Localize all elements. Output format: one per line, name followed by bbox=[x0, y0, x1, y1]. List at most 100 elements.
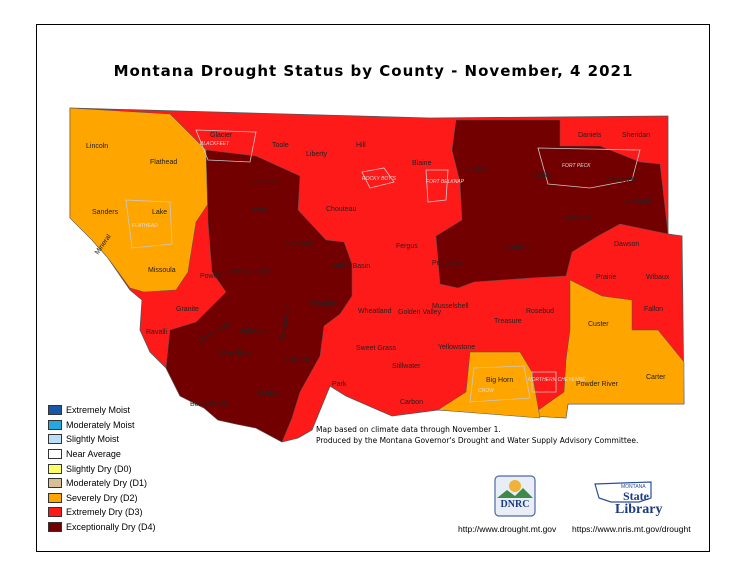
county-label-flathead: Flathead bbox=[150, 159, 177, 166]
legend-item: Moderately Moist bbox=[48, 418, 156, 433]
legend-item: Near Average bbox=[48, 447, 156, 462]
library-logo-top: MONTANA bbox=[621, 484, 646, 490]
county-label-park: Park bbox=[332, 381, 347, 388]
county-label-liberty: Liberty bbox=[306, 151, 328, 158]
d4-region-central bbox=[165, 149, 353, 443]
county-label-powell: Powell bbox=[200, 273, 221, 280]
county-label-big-horn: Big Horn bbox=[486, 377, 513, 384]
legend-swatch bbox=[48, 405, 62, 416]
county-label-wheatland: Wheatland bbox=[358, 308, 392, 315]
legend-label: Slightly Moist bbox=[66, 434, 120, 445]
d2-region-southeast bbox=[529, 279, 685, 419]
county-label-judith-basin: Judith Basin bbox=[332, 263, 370, 270]
legend-swatch bbox=[48, 449, 62, 460]
county-label-garfield: Garfield bbox=[506, 245, 531, 252]
res-label-northern-cheyenne: NORTHERN CHEYENNE bbox=[528, 377, 586, 383]
legend-item: Extremely Dry (D3) bbox=[48, 505, 156, 520]
county-label-hill: Hill bbox=[356, 142, 366, 149]
res-label-rocky-boys: ROCKY BOY'S bbox=[362, 176, 397, 182]
northern-cheyenne-outline bbox=[531, 371, 557, 393]
legend: Extremely Moist Moderately Moist Slightl… bbox=[48, 403, 156, 534]
res-label-blackfeet: BLACKFEET bbox=[200, 141, 230, 147]
legend-swatch bbox=[48, 522, 62, 533]
nris-url[interactable]: https://www.nris.mt.gov/drought bbox=[572, 524, 691, 534]
county-label-carter: Carter bbox=[646, 374, 666, 381]
county-label-richland: Richland bbox=[624, 199, 651, 206]
county-label-lake: Lake bbox=[152, 209, 167, 216]
legend-swatch bbox=[48, 492, 62, 503]
county-label-silver-bow: Silver Bow bbox=[218, 350, 252, 357]
county-label-custer: Custer bbox=[588, 321, 609, 328]
county-label-blaine: Blaine bbox=[412, 160, 432, 167]
res-label-crow: CROW bbox=[478, 388, 495, 394]
county-label-lincoln: Lincoln bbox=[86, 143, 108, 150]
county-label-jefferson: Jefferson bbox=[240, 328, 269, 335]
county-label-ravalli: Ravalli bbox=[146, 329, 167, 336]
county-label-sheridan: Sheridan bbox=[622, 132, 650, 139]
county-label-lewis-clark: Lewis & Clark bbox=[228, 269, 271, 276]
county-label-carbon: Carbon bbox=[400, 399, 423, 406]
legend-swatch bbox=[48, 434, 62, 445]
county-label-sanders: Sanders bbox=[92, 209, 119, 216]
county-label-yellowstone: Yellowstone bbox=[438, 344, 475, 351]
county-label-chouteau: Chouteau bbox=[326, 206, 356, 213]
legend-item: Slightly Dry (D0) bbox=[48, 461, 156, 476]
crow-outline bbox=[469, 365, 531, 403]
note-line-2: Produced by the Montana Governor's Droug… bbox=[316, 436, 639, 445]
legend-item: Moderately Dry (D1) bbox=[48, 476, 156, 491]
map-title: Montana Drought Status by County - Novem… bbox=[113, 62, 634, 80]
county-label-petroleum: Petroleum bbox=[432, 260, 464, 267]
res-label-fort-belknap: FORT BELKNAP bbox=[426, 179, 465, 185]
county-label-treasure: Treasure bbox=[494, 318, 522, 325]
county-label-daniels: Daniels bbox=[578, 132, 602, 139]
d4-region-northeast bbox=[435, 119, 669, 289]
legend-label: Exceptionally Dry (D4) bbox=[66, 522, 156, 533]
legend-label: Near Average bbox=[66, 449, 121, 460]
dnrc-logo: DNRC bbox=[494, 475, 536, 517]
note-line-1: Map based on climate data through Novemb… bbox=[316, 425, 501, 434]
legend-item: Extremely Moist bbox=[48, 403, 156, 418]
d2-region-bighorn bbox=[437, 351, 541, 419]
legend-swatch bbox=[48, 463, 62, 474]
county-label-dawson: Dawson bbox=[614, 241, 639, 248]
county-label-madison: Madison bbox=[258, 390, 285, 397]
county-label-beaverhead: Beaverhead bbox=[190, 401, 228, 408]
county-label-granite: Granite bbox=[176, 306, 199, 313]
fort-peck-outline bbox=[537, 147, 641, 189]
dnrc-url[interactable]: http://www.drought.mt.gov bbox=[458, 524, 557, 534]
county-label-fergus: Fergus bbox=[396, 243, 418, 250]
legend-swatch bbox=[48, 419, 62, 430]
legend-item: Exceptionally Dry (D4) bbox=[48, 520, 156, 535]
library-logo-library: Library bbox=[615, 502, 662, 517]
county-label-pondera: Pondera bbox=[252, 179, 279, 186]
county-label-glacier: Glacier bbox=[210, 132, 233, 139]
county-label-prairie: Prairie bbox=[596, 274, 616, 281]
county-label-toole: Toole bbox=[272, 142, 289, 149]
county-label-powder-river: Powder River bbox=[576, 381, 619, 388]
county-label-sweet-grass: Sweet Grass bbox=[356, 345, 397, 352]
county-label-mccone: McCone bbox=[566, 215, 592, 222]
legend-label: Severely Dry (D2) bbox=[66, 492, 138, 503]
legend-label: Slightly Dry (D0) bbox=[66, 463, 132, 474]
state-library-logo: MONTANA State Library bbox=[594, 481, 662, 517]
rocky-boys-outline bbox=[361, 167, 395, 189]
blackfeet-outline bbox=[195, 129, 257, 163]
county-label-cascade: Cascade bbox=[286, 241, 314, 248]
legend-swatch bbox=[48, 478, 62, 489]
legend-label: Moderately Moist bbox=[66, 419, 135, 430]
res-label-flathead: FLATHEAD bbox=[132, 223, 158, 229]
county-label-meagher: Meagher bbox=[310, 300, 338, 307]
county-label-missoula: Missoula bbox=[148, 267, 176, 274]
legend-swatch bbox=[48, 507, 62, 518]
county-label-valley: Valley bbox=[534, 172, 553, 179]
map-note: Map based on climate data through Novemb… bbox=[316, 424, 638, 446]
legend-label: Extremely Moist bbox=[66, 405, 131, 416]
reservation-outlines bbox=[125, 129, 641, 403]
legend-label: Extremely Dry (D3) bbox=[66, 507, 143, 518]
county-label-musselshell: Musselshell bbox=[432, 303, 469, 310]
county-label-teton: Teton bbox=[250, 207, 267, 214]
county-label-fallon: Fallon bbox=[644, 306, 663, 313]
fort-belknap-outline bbox=[425, 169, 449, 203]
legend-label: Moderately Dry (D1) bbox=[66, 478, 148, 489]
